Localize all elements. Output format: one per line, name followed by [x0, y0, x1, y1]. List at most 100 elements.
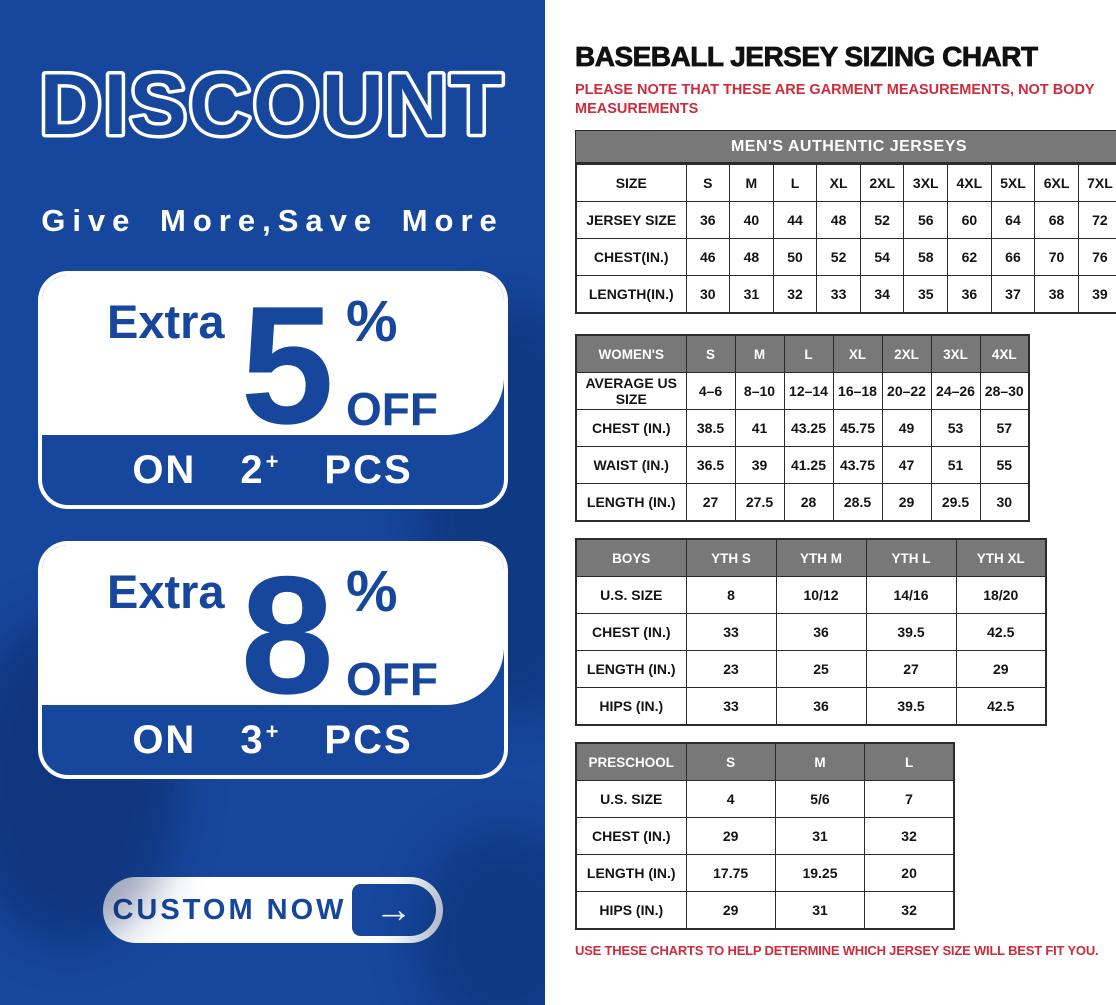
boys-sizing-table: BOYS YTH S YTH M YTH L YTH XL U.S. SIZE 8 10/12… — [575, 538, 1047, 727]
offer-condition-band: ON 3+ PCS — [42, 705, 504, 775]
discount-offer-card-8pct: Extra 8 % OFF ON 3+ PCS — [37, 541, 508, 779]
value-cell: 57 — [979, 409, 1030, 448]
size-column-header: 3XL — [903, 163, 949, 203]
percent-sign: % — [346, 559, 398, 624]
table-corner-header: PRESCHOOL — [575, 742, 687, 782]
value-cell: 29 — [881, 483, 932, 522]
size-column-header: M — [729, 163, 774, 203]
row-label-cell: CHEST (IN.) — [575, 613, 687, 652]
size-column-header: 4XL — [979, 334, 1030, 374]
value-cell: 40 — [729, 201, 774, 240]
offer-extra-label: Extra — [107, 564, 225, 618]
table-row: CHEST (IN.) 38.5 41 43.25 45.75 49 53 57 — [575, 409, 1030, 448]
table-row: HIPS (IN.) 33 36 39.5 42.5 — [575, 687, 1047, 726]
offer-amount-area: Extra 5 % OFF — [41, 271, 504, 459]
row-label-cell: AVERAGE US SIZE — [575, 372, 687, 411]
value-cell: 38 — [1034, 275, 1079, 314]
quantity: 2+ — [240, 448, 280, 493]
custom-now-button[interactable]: CUSTOM NOW → — [102, 877, 443, 943]
size-column-header: 2XL — [859, 163, 905, 203]
off-label: OFF — [346, 382, 438, 435]
row-label-cell: CHEST(IN.) — [575, 238, 687, 277]
plus-sign: + — [265, 718, 281, 744]
pcs-label: PCS — [324, 447, 413, 492]
value-cell: 52 — [816, 238, 861, 277]
on-label: ON — [132, 717, 197, 762]
value-cell: 27 — [685, 483, 736, 522]
discount-panel: DISCOUNT Give More,Save More Extra 5 % O… — [0, 0, 545, 1005]
row-label-cell: LENGTH (IN.) — [575, 483, 687, 522]
value-cell: 31 — [774, 891, 866, 930]
value-cell: 44 — [772, 201, 818, 240]
value-cell: 55 — [979, 446, 1030, 485]
fit-advice-footer: USE THESE CHARTS TO HELP DETERMINE WHICH… — [575, 943, 1099, 959]
row-label-cell: U.S. SIZE — [575, 780, 687, 819]
value-cell: 36 — [947, 275, 992, 314]
value-cell: 20 — [864, 854, 955, 893]
size-column-header: 2XL — [881, 334, 932, 374]
size-column-header: L — [772, 163, 818, 203]
offer-percent-value: 5 — [240, 271, 334, 459]
value-cell: 42.5 — [955, 687, 1047, 726]
size-column-header: YTH L — [865, 538, 957, 578]
quantity-value: 2 — [240, 447, 265, 492]
value-cell: 62 — [947, 238, 992, 277]
value-cell: 8 — [685, 576, 777, 615]
table-row: U.S. SIZE 4 5/6 7 — [575, 780, 955, 819]
value-cell: 72 — [1077, 201, 1116, 240]
value-cell: 12–14 — [783, 372, 834, 411]
discount-headline: DISCOUNT — [39, 57, 504, 153]
value-cell: 27.5 — [734, 483, 785, 522]
value-cell: 41 — [734, 409, 785, 448]
table-header-row: WOMEN'S S M L XL 2XL 3XL 4XL — [575, 334, 1030, 374]
value-cell: 4–6 — [685, 372, 736, 411]
table-header-row: SIZE S M L XL 2XL 3XL 4XL 5XL 6XL 7XL — [575, 163, 1116, 203]
discount-headline-art: DISCOUNT — [36, 54, 506, 157]
value-cell: 24–26 — [930, 372, 981, 411]
value-cell: 32 — [864, 891, 955, 930]
value-cell: 43.25 — [783, 409, 834, 448]
value-cell: 46 — [685, 238, 731, 277]
value-cell: 33 — [685, 687, 777, 726]
value-cell: 28–30 — [979, 372, 1030, 411]
size-column-header: S — [685, 163, 731, 203]
size-column-header: YTH M — [775, 538, 867, 578]
value-cell: 60 — [947, 201, 992, 240]
value-cell: 23 — [685, 650, 777, 689]
value-cell: 30 — [685, 275, 731, 314]
value-cell: 10/12 — [775, 576, 867, 615]
offer-percent-stack: % OFF — [346, 292, 438, 435]
value-cell: 39 — [734, 446, 785, 485]
table-row: LENGTH (IN.) 23 25 27 29 — [575, 650, 1047, 689]
value-cell: 39.5 — [865, 613, 957, 652]
pcs-label: PCS — [324, 717, 413, 762]
value-cell: 28.5 — [832, 483, 883, 522]
value-cell: 48 — [729, 238, 774, 277]
value-cell: 19.25 — [774, 854, 866, 893]
value-cell: 28 — [783, 483, 834, 522]
row-label-cell: LENGTH(IN.) — [575, 275, 687, 314]
custom-now-label: CUSTOM NOW — [112, 893, 347, 926]
table-header-row: PRESCHOOL S M L — [575, 742, 955, 782]
table-corner-header: SIZE — [575, 163, 687, 203]
value-cell: 35 — [903, 275, 949, 314]
value-cell: 43.75 — [832, 446, 883, 485]
value-cell: 29.5 — [930, 483, 981, 522]
value-cell: 58 — [903, 238, 949, 277]
value-cell: 36 — [775, 613, 867, 652]
offer-condition-band: ON 2+ PCS — [42, 435, 504, 505]
table-row: WAIST (IN.) 36.5 39 41.25 43.75 47 51 55 — [575, 446, 1030, 485]
value-cell: 14/16 — [865, 576, 957, 615]
value-cell: 31 — [774, 817, 866, 856]
offer-extra-label: Extra — [107, 294, 225, 348]
table-row: AVERAGE US SIZE 4–6 8–10 12–14 16–18 20–22 24–… — [575, 372, 1030, 411]
table-row: LENGTH (IN.) 17.75 19.25 20 — [575, 854, 955, 893]
value-cell: 29 — [685, 891, 776, 930]
value-cell: 16–18 — [832, 372, 883, 411]
value-cell: 54 — [859, 238, 905, 277]
quantity-value: 3 — [240, 717, 265, 762]
table-corner-header: WOMEN'S — [575, 334, 687, 374]
value-cell: 20–22 — [881, 372, 932, 411]
value-cell: 18/20 — [955, 576, 1047, 615]
table-row: JERSEY SIZE 36 40 44 48 52 56 60 64 68 72 — [575, 201, 1116, 240]
